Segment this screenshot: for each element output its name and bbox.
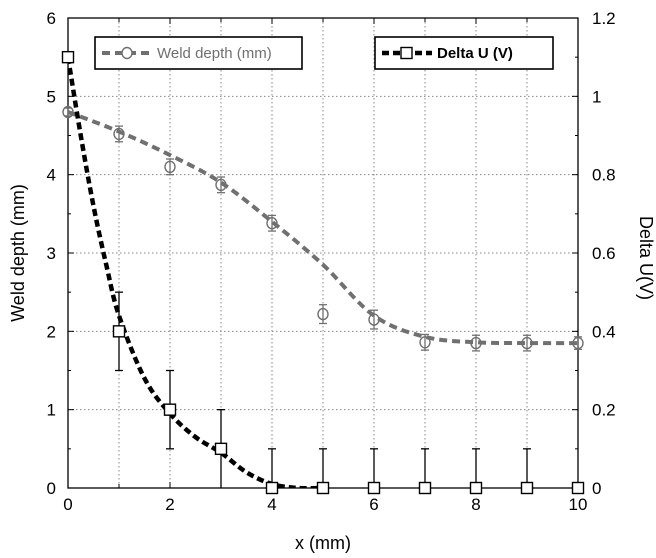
delta-u-point — [61, 50, 75, 64]
y-tick-label: 0 — [47, 479, 56, 498]
y2-tick-label: 0 — [592, 479, 601, 498]
y2-tick-label: 1 — [592, 87, 601, 106]
legend-marker — [121, 46, 133, 60]
series-lines — [68, 56, 578, 488]
weld-depth-point — [419, 336, 431, 349]
weld-depth-trend-line — [68, 110, 578, 346]
delta-u-point — [418, 481, 432, 495]
weld-depth-point — [164, 160, 176, 174]
y2-tick-label: 0.2 — [592, 401, 616, 420]
weld-depth-point — [62, 105, 74, 119]
delta-u-point — [265, 481, 279, 495]
delta-u-point — [367, 481, 381, 495]
y2-tick-label: 0.8 — [592, 166, 616, 185]
weld-depth-point — [113, 127, 125, 141]
weld-depth-point — [572, 336, 584, 350]
weld-depth-point — [266, 217, 278, 230]
x-tick-label: 6 — [369, 495, 378, 514]
weld-depth-point — [215, 178, 227, 192]
x-tick-label: 8 — [471, 495, 480, 514]
y-tick-label: 4 — [47, 166, 56, 185]
delta-u-trend-line — [68, 56, 323, 488]
legend-label: Weld depth (mm) — [157, 45, 272, 62]
x-tick-label: 10 — [569, 495, 588, 514]
delta-u-point — [316, 481, 330, 495]
weld-depth-point — [521, 336, 533, 350]
delta-u-point — [571, 481, 585, 495]
delta-u-point — [520, 481, 534, 495]
y2-axis-label: Delta U(V) — [636, 216, 656, 300]
legend: Weld depth (mm) Delta U (V) — [94, 36, 554, 70]
weld-depth-point — [470, 336, 482, 350]
legend-box-weld-depth — [94, 36, 303, 70]
delta-u-point — [112, 325, 126, 338]
legend-marker — [400, 46, 413, 60]
x-axis-label: x (mm) — [295, 533, 351, 553]
weld-depth-point — [317, 307, 329, 321]
grid — [68, 18, 578, 488]
delta-u-point — [163, 403, 177, 416]
delta-u-point — [214, 442, 228, 456]
legend-label: Delta U (V) — [437, 45, 513, 62]
y-tick-label: 1 — [47, 401, 56, 420]
y-axis-label: Weld depth (mm) — [8, 184, 28, 322]
delta-u-point — [469, 481, 483, 495]
y2-tick-label: 1.2 — [592, 9, 616, 28]
y-tick-label: 3 — [47, 244, 56, 263]
y-tick-label: 6 — [47, 9, 56, 28]
x-tick-label: 2 — [165, 495, 174, 514]
y-tick-label: 5 — [47, 87, 56, 106]
x-tick-label: 0 — [63, 495, 72, 514]
y2-tick-label: 0.4 — [592, 322, 616, 341]
series-markers — [61, 50, 585, 495]
y2-tick-label: 0.6 — [592, 244, 616, 263]
x-tick-label: 4 — [267, 495, 276, 514]
y-tick-label: 2 — [47, 322, 56, 341]
weld-depth-point — [368, 313, 380, 326]
